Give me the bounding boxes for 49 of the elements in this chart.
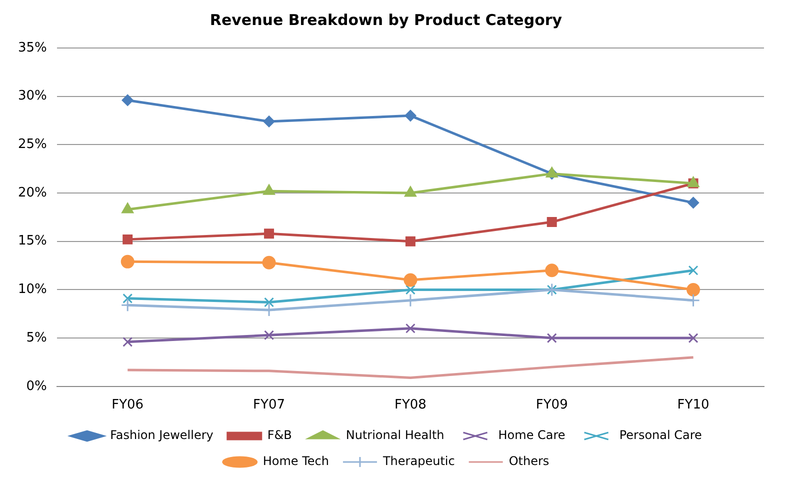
y-tick-label: 10%: [18, 282, 47, 298]
point: [688, 196, 700, 208]
point: [405, 236, 416, 246]
point: [688, 265, 698, 276]
x-tick-label: FY10: [677, 398, 710, 413]
point: [405, 323, 416, 334]
point: [264, 228, 274, 239]
point: [688, 333, 698, 344]
point: [264, 330, 274, 340]
point: [120, 254, 134, 268]
point: [263, 116, 275, 128]
point: [546, 333, 557, 344]
y-tick-label: 30%: [18, 88, 47, 104]
y-tick-label: 20%: [18, 185, 47, 200]
point: [686, 294, 700, 308]
chart-title: Revenue Breakdown by Product Category: [210, 10, 562, 29]
x-tick-label: FY09: [536, 398, 568, 413]
legend-label: Fashion Jewellery: [110, 428, 214, 442]
legend-label: Home Care: [498, 428, 566, 442]
legend-label: Personal Care: [619, 428, 702, 442]
y-tick-label: 15%: [18, 234, 47, 249]
point: [122, 94, 134, 106]
point: [546, 166, 558, 178]
point: [262, 256, 276, 270]
y-tick-label: 35%: [18, 40, 47, 56]
point: [686, 282, 700, 296]
point: [546, 217, 557, 228]
point: [263, 184, 275, 195]
x-tick-label: FY06: [112, 398, 144, 413]
x-tick-label: FY07: [253, 398, 286, 413]
legend-label: Home Tech: [262, 454, 329, 468]
point: [404, 186, 416, 197]
point: [122, 293, 133, 304]
point: [405, 284, 416, 295]
x-tick-label: FY08: [394, 398, 426, 413]
legend-label: F&B: [267, 428, 292, 442]
legend-label: Therapeutic: [382, 454, 455, 468]
legend-label: Others: [508, 454, 550, 468]
point: [404, 273, 418, 287]
y-tick-label: 25%: [18, 137, 47, 152]
point: [264, 297, 274, 308]
y-tick-label: 5%: [26, 330, 47, 346]
point: [545, 264, 559, 278]
point: [122, 234, 133, 244]
y-tick-label: 0%: [26, 378, 47, 394]
point: [122, 202, 134, 214]
legend-label: Nutrional Health: [346, 428, 444, 442]
point: [122, 336, 133, 347]
point: [404, 110, 416, 122]
